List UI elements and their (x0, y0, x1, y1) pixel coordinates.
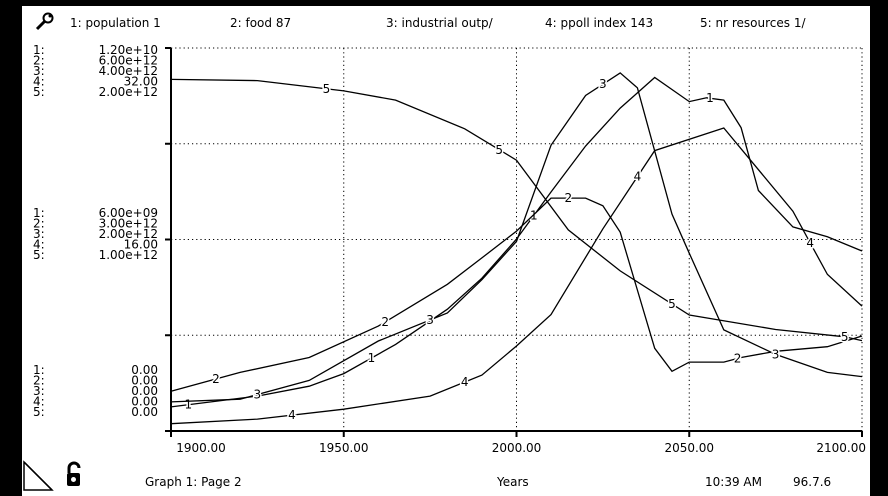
series-marker-2-3: 2 (734, 351, 742, 365)
y-axis-labels-top: 1: 1.20e+10 2: 6.00e+12 3: 4.00e+12 4: 32.00 5: 2… (33, 43, 158, 99)
y-label-index-1: 2: (33, 54, 45, 68)
y-label-value-2: 2.00e+12 (99, 227, 158, 241)
y-label-value-1: 3.00e+12 (99, 217, 158, 231)
series-marker-5-1: 5 (495, 143, 503, 157)
y-label-index-2: 3: (33, 64, 45, 78)
series-marker-1-2: 1 (530, 209, 538, 223)
y-label-value-4: 2.00e+12 (99, 85, 158, 99)
clock-date: 96.7.6 (793, 475, 831, 489)
window-right-frame (870, 0, 888, 496)
y-label-value-2: 4.00e+12 (99, 64, 158, 78)
y-axis-labels-bottom: 1: 0.00 2: 0.00 3: 0.00 4: 0.00 5: 0.00 (33, 363, 158, 419)
y-label-index-1: 2: (33, 374, 45, 388)
window-left-frame (0, 0, 22, 496)
y-label-index-1: 2: (33, 217, 45, 231)
series-marker-1-1: 1 (368, 351, 376, 365)
series-marker-2-0: 2 (212, 372, 220, 386)
x-axis-tick-labels: 1900.00 1950.00 2000.00 2050.00 2100.00 (176, 441, 866, 455)
y-axis-labels-mid: 1: 6.00e+09 2: 3.00e+12 3: 2.00e+12 4: 16.00 5: 1… (33, 206, 158, 262)
y-label-value-4: 1.00e+12 (99, 248, 158, 262)
y-label-value-3: 0.00 (131, 395, 158, 409)
y-label-index-4: 5: (33, 405, 45, 419)
chart-series: 1 1 1 1 2 2 2 2 3 3 3 3 4 4 4 4 5 5 5 5 (170, 72, 863, 425)
x-tick-label-1: 1950.00 (319, 441, 369, 455)
series-marker-1-0: 1 (184, 398, 192, 412)
chart-axes (165, 47, 863, 437)
unlocked-padlock-icon[interactable] (67, 461, 81, 486)
series-marker-1-3: 1 (706, 91, 714, 105)
legend-item-industrial-output: 3: industrial outp/ (386, 16, 494, 30)
y-label-index-2: 3: (33, 227, 45, 241)
series-marker-5-2: 5 (668, 297, 676, 311)
series-line-2 (170, 197, 863, 392)
series-line-1 (170, 76, 863, 408)
y-label-value-0: 6.00e+09 (99, 206, 158, 220)
x-axis-title: Years (496, 475, 529, 489)
legend-item-population: 1: population 1 (70, 16, 161, 30)
wrench-icon[interactable] (33, 11, 54, 31)
y-label-value-1: 0.00 (131, 374, 158, 388)
series-marker-3-2: 3 (599, 77, 607, 91)
y-label-value-3: 32.00 (124, 75, 158, 89)
series-marker-3-1: 3 (426, 313, 434, 327)
graph-page-label: Graph 1: Page 2 (145, 475, 242, 489)
y-label-index-0: 1: (33, 363, 45, 377)
y-label-index-3: 4: (33, 75, 45, 89)
x-tick-label-4: 2100.00 (816, 441, 866, 455)
y-label-index-0: 1: (33, 43, 45, 57)
y-label-index-3: 4: (33, 238, 45, 252)
clock-time: 10:39 AM (705, 475, 762, 489)
x-tick-label-2: 2000.00 (492, 441, 542, 455)
series-marker-4-3: 4 (806, 236, 814, 250)
y-label-index-3: 4: (33, 395, 45, 409)
series-line-4 (170, 127, 863, 425)
series-line-5 (170, 78, 863, 342)
y-label-value-0: 1.20e+10 (99, 43, 158, 57)
x-tick-label-3: 2050.00 (664, 441, 714, 455)
series-marker-2-2: 2 (565, 191, 573, 205)
series-marker-3-0: 3 (254, 388, 262, 402)
window-top-frame (0, 0, 888, 6)
y-label-value-4: 0.00 (131, 405, 158, 419)
legend-item-nr-resources: 5: nr resources 1/ (700, 16, 806, 30)
series-marker-5-0: 5 (323, 82, 331, 96)
series-line-3 (170, 72, 863, 403)
y-label-index-0: 1: (33, 206, 45, 220)
x-tick-label-0: 1900.00 (176, 441, 226, 455)
y-label-value-3: 16.00 (124, 238, 158, 252)
legend-item-ppoll-index: 4: ppoll index 143 (545, 16, 653, 30)
series-marker-4-0: 4 (288, 408, 296, 422)
series-marker-4-1: 4 (461, 375, 469, 389)
resize-corner-icon[interactable] (23, 460, 54, 491)
y-label-index-4: 5: (33, 248, 45, 262)
y-label-index-2: 3: (33, 384, 45, 398)
y-label-value-2: 0.00 (131, 384, 158, 398)
series-marker-4-2: 4 (634, 170, 642, 184)
series-marker-2-1: 2 (381, 315, 389, 329)
series-marker-3-3: 3 (772, 347, 780, 361)
y-label-value-0: 0.00 (131, 363, 158, 377)
y-label-value-1: 6.00e+12 (99, 54, 158, 68)
y-label-index-4: 5: (33, 85, 45, 99)
legend-item-food: 2: food 87 (230, 16, 291, 30)
series-marker-5-3: 5 (841, 330, 849, 344)
